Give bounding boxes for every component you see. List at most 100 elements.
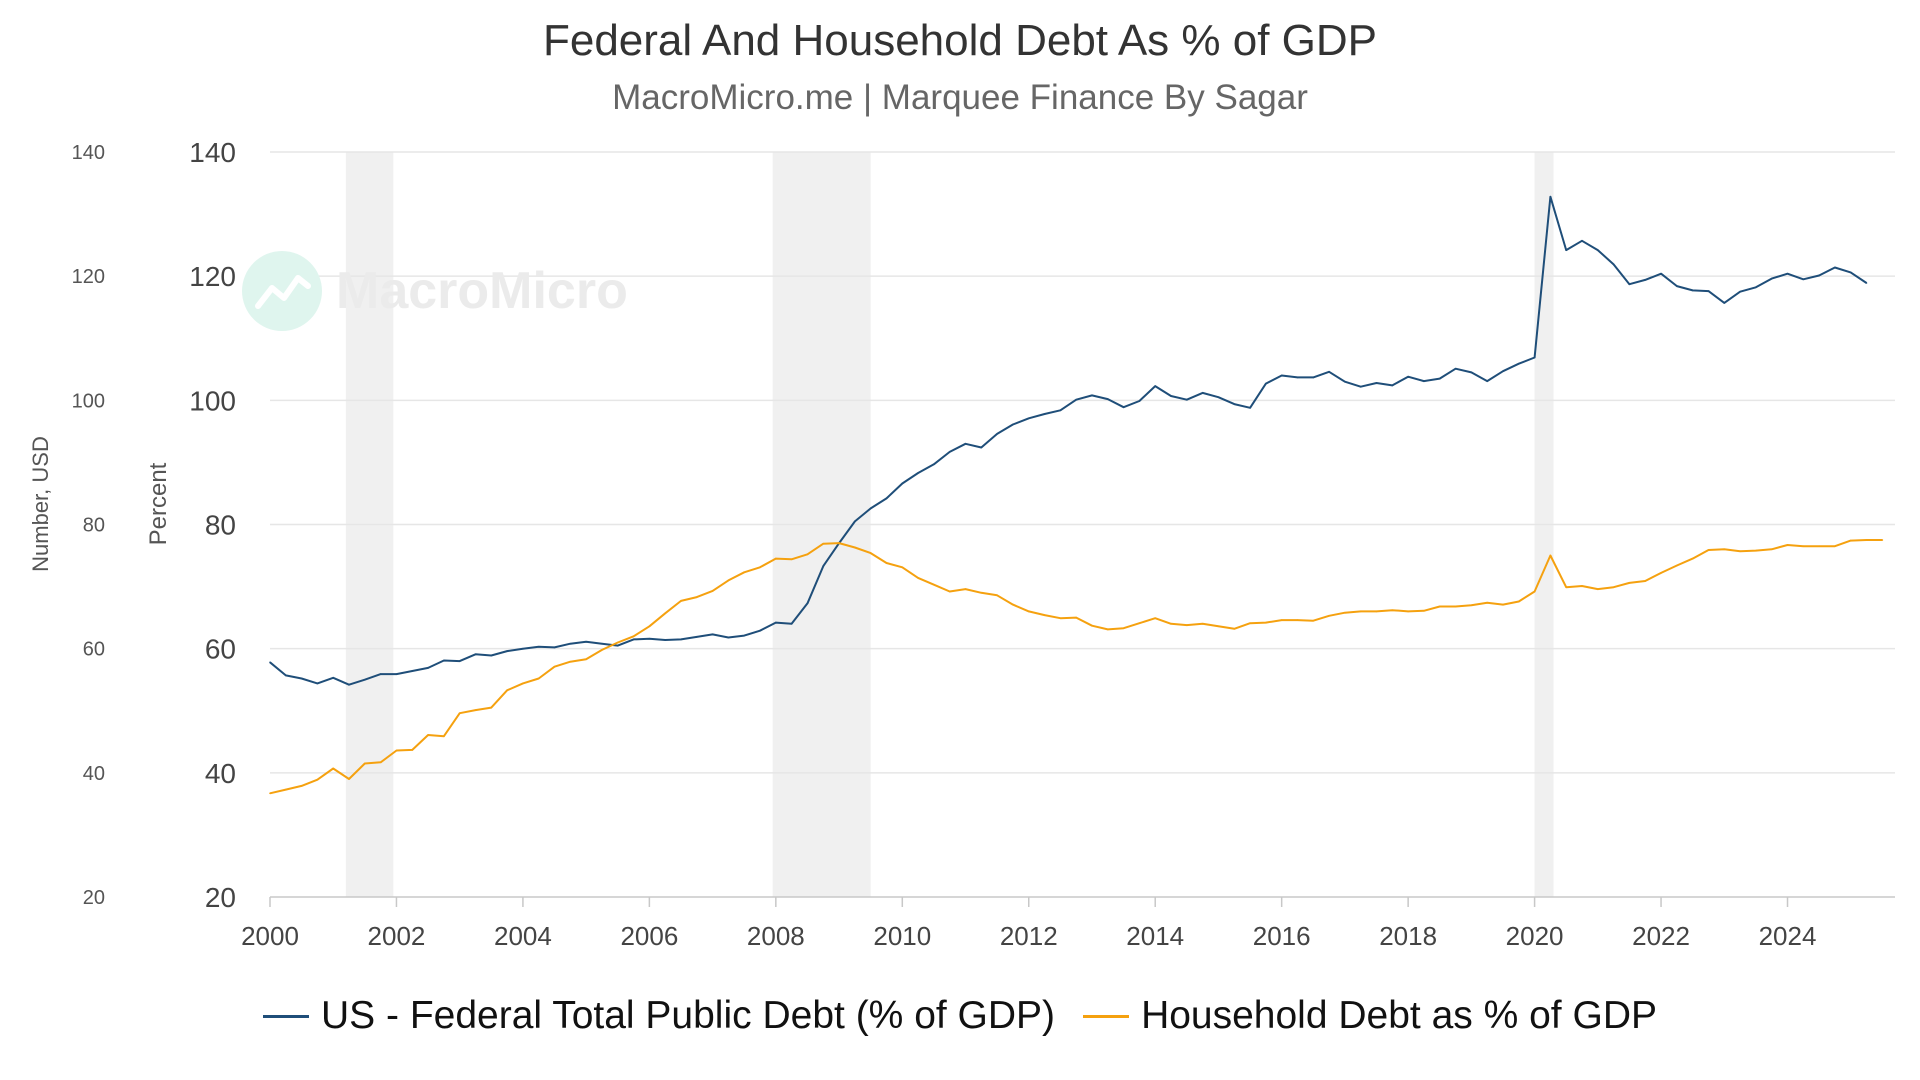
x-tick-label: 2004 xyxy=(494,921,552,951)
data-point-federal xyxy=(1802,278,1805,281)
data-point-federal xyxy=(458,660,461,662)
data-point-household xyxy=(1043,614,1046,616)
data-point-household xyxy=(285,788,287,791)
data-point-federal xyxy=(1691,289,1694,292)
data-point-household xyxy=(854,546,856,549)
data-point-federal xyxy=(1628,283,1631,286)
data-point-household xyxy=(775,557,777,560)
data-point-household xyxy=(395,749,398,752)
data-point-household xyxy=(1834,545,1836,547)
y-left-tick-label: 80 xyxy=(83,515,105,537)
data-point-household xyxy=(458,712,461,714)
data-point-federal xyxy=(285,674,287,677)
y-right-tick-label: 80 xyxy=(205,510,236,541)
data-point-federal xyxy=(1059,409,1062,412)
data-point-federal xyxy=(601,642,603,645)
data-point-household xyxy=(1217,625,1220,628)
data-point-federal xyxy=(395,673,398,675)
data-point-household xyxy=(822,542,825,545)
data-point-federal xyxy=(1581,240,1583,242)
gridlines xyxy=(270,151,1895,774)
data-point-federal xyxy=(1470,371,1473,374)
data-point-federal xyxy=(806,602,809,605)
data-point-household xyxy=(1565,586,1567,588)
data-point-household xyxy=(869,552,872,554)
data-point-federal xyxy=(1028,417,1030,420)
data-point-household xyxy=(1107,628,1109,631)
legend-swatch-household xyxy=(1083,1014,1130,1018)
data-point-household xyxy=(427,734,429,736)
data-point-federal xyxy=(1865,282,1868,284)
data-point-household xyxy=(1154,617,1156,619)
data-point-household xyxy=(901,566,904,569)
data-point-household xyxy=(1707,549,1710,551)
data-point-household xyxy=(980,592,983,594)
data-point-household xyxy=(1533,590,1536,593)
data-point-federal xyxy=(522,647,524,650)
data-point-federal xyxy=(743,634,745,637)
data-point-household xyxy=(1470,604,1473,606)
x-tick-label: 2014 xyxy=(1126,921,1184,951)
legend-swatch-federal xyxy=(263,1014,309,1018)
data-point-household xyxy=(1612,586,1615,588)
data-point-federal xyxy=(964,443,967,445)
data-point-household xyxy=(1691,557,1694,560)
data-point-federal xyxy=(759,629,761,632)
legend-item-federal-debt[interactable]: US - Federal Total Public Debt (% of GDP… xyxy=(263,994,1055,1038)
data-point-household xyxy=(1186,624,1188,626)
data-point-federal xyxy=(1107,398,1109,400)
data-point-household xyxy=(1770,548,1773,551)
data-point-federal xyxy=(1359,385,1362,388)
data-point-household xyxy=(506,689,508,692)
data-point-federal xyxy=(1834,266,1836,269)
x-tick-label: 2016 xyxy=(1253,921,1311,951)
data-point-household xyxy=(1280,619,1283,621)
data-point-federal xyxy=(1502,370,1504,373)
data-point-household xyxy=(364,762,366,765)
data-point-federal xyxy=(1233,403,1236,405)
data-point-federal xyxy=(1043,413,1046,415)
data-point-federal xyxy=(1217,396,1220,399)
data-point-federal xyxy=(1597,249,1599,251)
data-point-federal xyxy=(1518,362,1520,365)
data-point-federal xyxy=(506,650,508,652)
data-point-federal xyxy=(585,641,587,643)
data-point-household xyxy=(553,665,556,668)
data-point-household xyxy=(1486,601,1488,604)
x-tick-label: 2006 xyxy=(620,921,678,951)
data-point-federal xyxy=(443,659,445,662)
data-point-federal xyxy=(411,670,414,672)
data-point-household xyxy=(696,596,698,598)
data-point-household xyxy=(806,553,809,556)
data-point-federal xyxy=(1075,398,1077,401)
data-point-federal xyxy=(1755,286,1757,289)
data-point-household xyxy=(711,590,714,592)
data-point-federal xyxy=(1438,377,1441,380)
watermark-chart-glyph xyxy=(255,275,311,309)
data-point-federal xyxy=(1660,272,1662,275)
data-point-federal xyxy=(1707,290,1710,292)
data-point-federal xyxy=(980,446,983,449)
data-point-federal xyxy=(775,621,777,624)
legend-item-household-debt[interactable]: Household Debt as % of GDP xyxy=(1083,994,1657,1038)
data-point-household xyxy=(490,706,493,709)
legend-label-household: Household Debt as % of GDP xyxy=(1141,994,1657,1037)
data-point-federal xyxy=(1344,380,1346,383)
data-point-federal xyxy=(648,637,651,640)
data-point-household xyxy=(1138,622,1141,624)
data-point-federal xyxy=(537,646,540,648)
data-point-federal xyxy=(727,636,730,639)
data-point-federal xyxy=(364,678,366,681)
data-point-household xyxy=(1438,605,1441,608)
data-point-household xyxy=(1359,610,1362,613)
data-point-federal xyxy=(901,482,904,485)
data-point-household xyxy=(1296,619,1299,621)
data-point-household xyxy=(1122,627,1125,629)
data-point-household xyxy=(1818,545,1820,547)
data-point-federal xyxy=(822,565,825,567)
x-tick-label: 2024 xyxy=(1759,921,1817,951)
data-point-federal xyxy=(348,683,350,686)
data-point-federal xyxy=(553,646,556,649)
data-point-household xyxy=(537,677,540,680)
data-point-household xyxy=(1328,615,1330,617)
